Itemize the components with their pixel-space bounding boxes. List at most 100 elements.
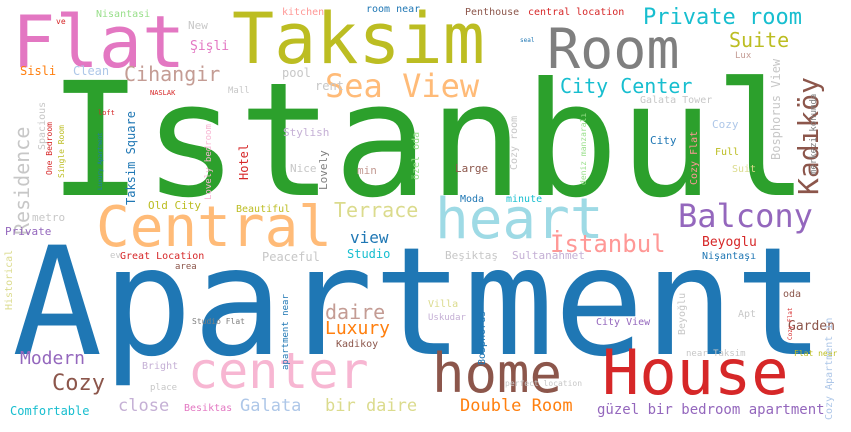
- word-cozy-room: Cozy room: [509, 115, 520, 170]
- word-central-location: central location: [528, 7, 625, 18]
- word-daire: daire: [325, 300, 386, 324]
- word-bir-daire: bir daire: [325, 396, 418, 416]
- word-sea-view: Sea View: [325, 67, 480, 105]
- word-private-room: Private room: [643, 5, 802, 30]
- word-suite: Suite: [729, 28, 790, 52]
- word-stylish: Stylish: [283, 126, 330, 139]
- word-villa: Villa: [428, 299, 459, 310]
- word-galata: Galata: [240, 396, 302, 416]
- word-close: close: [118, 396, 170, 416]
- word-peaceful: Peaceful: [262, 250, 320, 264]
- word-heart: heart: [435, 187, 604, 252]
- word-cozy-apartment-in: Cozy Apartment in: [824, 317, 835, 420]
- word-ozel-oda: özel oda: [411, 131, 422, 180]
- word-apartment-near: apartment near: [281, 294, 291, 370]
- word-suit: Suit: [732, 164, 757, 175]
- word-seal: seal: [520, 37, 535, 44]
- word-near-taksim: near Taksim: [686, 349, 746, 359]
- word-cozy-small: Cozy: [712, 118, 739, 131]
- word-taksim: Taksim: [232, 0, 485, 80]
- word-sisli-dotted: Şişli: [190, 39, 230, 54]
- word-loft: loft: [98, 109, 115, 117]
- word-lux: Lux: [735, 51, 752, 61]
- word-minute: minute: [506, 194, 543, 205]
- word-city-center: City Center: [560, 74, 693, 98]
- word-kitchen: kitchen: [282, 7, 325, 18]
- word-beyoglu: Beyoglu: [702, 235, 757, 250]
- word-nisantasi-dotted: Nişantaşı: [702, 251, 757, 262]
- word-sultanahmet: Sultanahmet: [512, 249, 585, 262]
- word-house: House: [602, 336, 789, 409]
- word-istanbul-dotted: İstanbul: [550, 230, 666, 258]
- word-cozy-flat-small: Cozy Flat: [787, 307, 794, 340]
- word-pool: pool: [282, 66, 311, 80]
- word-area: area: [175, 262, 197, 272]
- word-penthouse: Penthouse: [465, 7, 520, 18]
- word-balcony: Balcony: [678, 197, 813, 235]
- word-oda: oda: [783, 289, 802, 300]
- word-single-room: Single Room: [57, 125, 66, 178]
- word-large: Large: [455, 162, 489, 175]
- word-bright: Bright: [142, 361, 179, 372]
- word-guzel-bir-bedroom-apartment: güzel bir bedroom apartment: [597, 402, 825, 418]
- word-room: Room: [547, 17, 680, 81]
- word-flat: Flat: [12, 0, 186, 84]
- word-clean: Clean: [73, 64, 110, 78]
- word-new: New: [188, 19, 208, 32]
- word-min: min: [357, 164, 377, 177]
- word-great-location: Great Location: [120, 251, 205, 262]
- word-taksim-square: Taksim Square: [124, 111, 138, 205]
- word-bosphorus: Bosphorus: [477, 310, 488, 365]
- word-home: home: [432, 342, 563, 405]
- word-old-city: Old City: [148, 199, 201, 212]
- word-central: Central: [96, 195, 333, 260]
- word-modern: Modern: [20, 348, 86, 369]
- word-apartment: Apartment: [12, 216, 825, 390]
- word-private: Private: [5, 225, 52, 238]
- word-kadikoy-small: Kadikoy: [336, 339, 379, 350]
- word-city: City: [650, 134, 677, 147]
- word-rent: rent: [315, 79, 344, 93]
- word-luxury-apartment: Luxury Apartment: [97, 132, 104, 190]
- word-beautiful: Beautiful: [236, 204, 291, 215]
- word-full: Full: [715, 147, 740, 158]
- word-lovely-bedroom: Lovely bedroom: [204, 124, 214, 200]
- word-moda: Moda: [460, 194, 485, 205]
- word-double-room: Double Room: [460, 396, 573, 416]
- word-istanbul: Istanbul: [48, 49, 809, 233]
- word-terrace: Terrace: [334, 198, 419, 222]
- word-ev: ev: [110, 251, 121, 261]
- word-studio: Studio: [347, 247, 391, 261]
- word-mall: Mall: [228, 86, 250, 96]
- word-cozy-large: Cozy: [52, 371, 105, 396]
- word-lovely: Lovely: [317, 150, 330, 190]
- word-center: center: [188, 342, 369, 400]
- word-spacious: Spacious: [37, 101, 48, 150]
- word-garden: Garden: [788, 319, 835, 334]
- word-place: place: [150, 383, 178, 393]
- word-comfortable: Comfortable: [10, 404, 90, 418]
- word-room-near: room near: [366, 4, 421, 15]
- word-perfect-location: perfect location: [505, 379, 583, 388]
- word-merkezi-konumda: merkezi konumda: [809, 93, 819, 175]
- word-naslak: NASLAK: [150, 89, 176, 97]
- word-cihangir: Cihangir: [124, 62, 221, 86]
- word-sisli: Sisli: [20, 64, 57, 78]
- word-historical: Historical: [4, 249, 15, 310]
- word-ve: ve: [56, 17, 66, 26]
- word-view: view: [350, 228, 389, 247]
- word-nice: Nice: [290, 162, 317, 175]
- word-hotel: Hotel: [237, 143, 251, 180]
- word-galata-tower: Galata Tower: [640, 95, 713, 106]
- word-besiktas: Besiktas: [184, 403, 233, 414]
- word-flat-near: Flat near: [794, 349, 838, 358]
- word-metro: metro: [32, 211, 66, 224]
- word-luxury: Luxury: [325, 318, 391, 339]
- word-residence: Residence: [10, 126, 34, 235]
- word-cozy-flat: Cozy Flat: [689, 130, 700, 185]
- word-beyoglu-dotted: Beyoğlu: [677, 292, 688, 335]
- word-bosphorus-view: Bosphorus View: [769, 58, 783, 160]
- word-city-view: City View: [596, 317, 651, 328]
- word-apt: Apt: [738, 309, 757, 320]
